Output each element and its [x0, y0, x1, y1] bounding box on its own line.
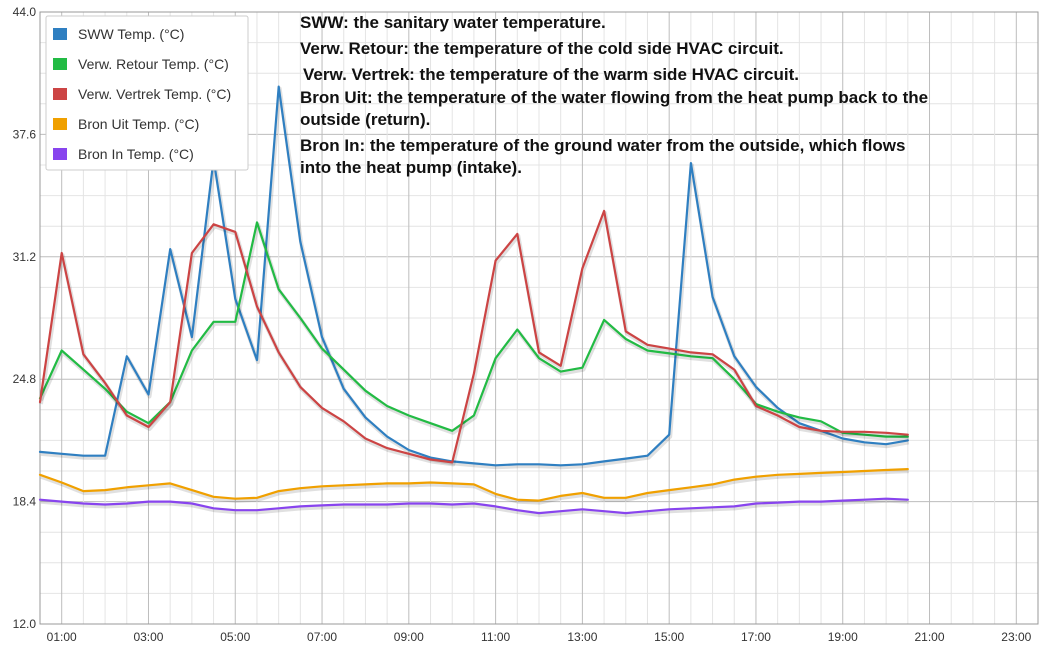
series-line-bron-in-temp [38, 497, 909, 515]
series-line-verw-retour-temp [38, 221, 909, 438]
axes: 12.0 18.4 24.8 31.2 37.6 44.0 01:00 03:00 05:00 0… [13, 5, 1039, 644]
annotation-bron-in-line2: into the heat pump (intake). [300, 158, 522, 177]
series-lines [38, 85, 910, 518]
annotation-bron-uit-line2: outside (return). [300, 110, 430, 129]
legend-swatch-verw-retour [53, 58, 67, 70]
annotation-verw-retour: Verw. Retour: the temperature of the col… [300, 39, 784, 58]
y-tick-label: 18.4 [13, 495, 37, 509]
series-line-bron-in-temp-shadow [40, 498, 909, 518]
legend-swatch-sww [53, 28, 67, 40]
legend-entry-verw-retour: Verw. Retour Temp. (°C) [78, 56, 229, 72]
x-tick-label: 05:00 [220, 630, 250, 644]
plot-frame [39, 11, 1039, 625]
legend-swatch-bron-uit [53, 118, 67, 130]
legend-entry-verw-vertrek: Verw. Vertrek Temp. (°C) [78, 86, 231, 102]
x-tick-label: 17:00 [741, 630, 771, 644]
x-tick-label: 09:00 [394, 630, 424, 644]
y-tick-label: 37.6 [13, 127, 37, 141]
x-tick-label: 23:00 [1001, 630, 1031, 644]
annotation-verw-vertrek: Verw. Vertrek: the temperature of the wa… [303, 65, 799, 84]
legend-entry-bron-in: Bron In Temp. (°C) [78, 146, 194, 162]
x-tick-label: 11:00 [481, 630, 510, 644]
legend-box [45, 15, 249, 171]
y-tick-label: 44.0 [13, 5, 37, 19]
x-tick-label: 03:00 [133, 630, 163, 644]
annotation-bron-in-line1: Bron In: the temperature of the ground w… [300, 136, 905, 155]
x-tick-label: 21:00 [915, 630, 945, 644]
annotations: SWW: the sanitary water temperature. Ver… [300, 13, 928, 177]
legend-entry-bron-uit: Bron Uit Temp. (°C) [78, 116, 199, 132]
series-line-bron-uit-temp-shadow [40, 469, 909, 505]
annotation-bron-uit-line1: Bron Uit: the temperature of the water f… [300, 88, 928, 107]
x-tick-label: 07:00 [307, 630, 337, 644]
legend: SWW Temp. (°C) Verw. Retour Temp. (°C) V… [45, 15, 249, 171]
legend-swatch-verw-vertrek [53, 88, 67, 100]
series-line-verw-vertrek-temp-shadow [39, 210, 909, 467]
legend-swatch-bron-in [53, 148, 67, 160]
y-tick-label: 12.0 [13, 617, 37, 631]
x-tick-label: 13:00 [567, 630, 597, 644]
annotation-sww: SWW: the sanitary water temperature. [300, 13, 606, 32]
x-tick-label: 15:00 [654, 630, 684, 644]
legend-entry-sww: SWW Temp. (°C) [78, 26, 184, 42]
series-line-verw-vertrek-temp [38, 209, 909, 464]
y-tick-label: 31.2 [13, 250, 37, 264]
series-line-bron-uit-temp [38, 468, 909, 502]
y-tick-label: 24.8 [13, 372, 37, 386]
x-tick-label: 19:00 [828, 630, 858, 644]
x-tick-label: 01:00 [47, 630, 77, 644]
